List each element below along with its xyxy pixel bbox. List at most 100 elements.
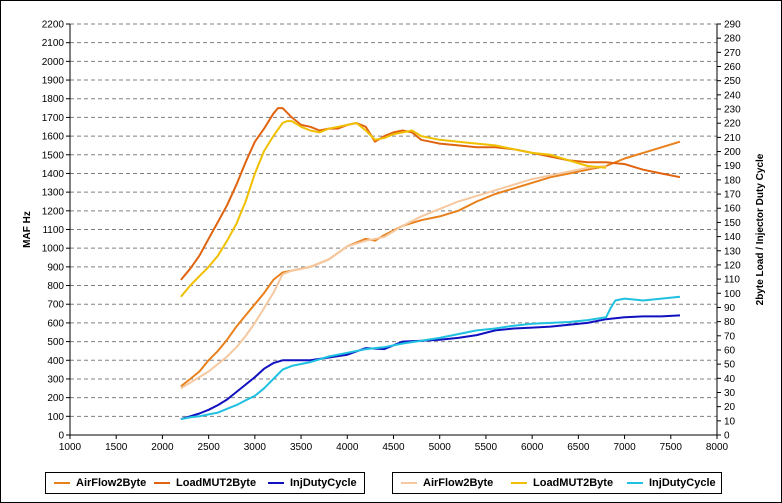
y2-tick-label: 80 [724,317,736,328]
y2-tick-label: 100 [724,289,741,300]
y2-tick-label: 70 [724,331,736,342]
y2-tick-label: 230 [724,105,741,116]
y2-tick-label: 190 [724,161,741,172]
y-tick-label: 700 [47,300,64,311]
x-tick-label: 5000 [429,442,452,453]
legend-swatch [401,482,417,484]
y2-tick-label: 30 [724,388,736,399]
y2-tick-label: 160 [724,204,741,215]
legend-item-loadmut2byte: LoadMUT2Byte [511,473,613,493]
legend-swatch [511,482,527,484]
y-tick-label: 1200 [42,206,65,217]
legend-right: AirFlow2Byte LoadMUT2Byte InjDutyCycle [392,472,722,494]
y2-tick-label: 180 [724,175,741,186]
x-tick-label: 4500 [382,442,405,453]
y-tick-label: 2000 [42,57,65,68]
legend-label: LoadMUT2Byte [176,477,257,489]
legend-swatch [54,482,70,484]
y-tick-label: 0 [58,431,64,442]
y2-tick-label: 10 [724,416,736,427]
y2-tick-label: 140 [724,232,741,243]
y-tick-label: 300 [47,374,64,385]
series-line-injdutycycle-1 [180,295,681,421]
legend-label: InjDutyCycle [649,477,716,489]
legend-label: AirFlow2Byte [423,477,494,489]
y2-tick-label: 170 [724,190,741,201]
y2-tick-label: 260 [724,62,741,73]
y2-tick-label: 90 [724,303,736,314]
y2-tick-label: 210 [724,133,741,144]
y2-tick-label: 20 [724,402,736,413]
y-tick-label: 1800 [42,94,65,105]
legend-item-injdutycycle: InjDutyCycle [268,473,357,493]
series-line-airflow2byte-0 [180,140,681,388]
y2-tick-label: 250 [724,76,741,87]
grid-lines [70,23,717,417]
legend-swatch [154,482,170,484]
y2-tick-label: 220 [724,119,741,130]
x-tick-label: 8000 [706,442,729,453]
series-lines [180,107,681,421]
legend-swatch [268,482,284,484]
y-tick-label: 100 [47,412,64,423]
x-tick-label: 2000 [151,442,174,453]
series-line-airflow2byte-1 [180,165,607,390]
y-tick-label: 1600 [42,132,65,143]
y-tick-label: 2100 [42,38,65,49]
y-tick-label: 900 [47,262,64,273]
y-tick-label: 1500 [42,150,65,161]
legend-item-airflow2byte: AirFlow2Byte [54,473,146,493]
y2-tick-label: 280 [724,34,741,45]
x-tick-label: 1500 [105,442,128,453]
y2-tick-label: 270 [724,48,741,59]
x-tick-label: 3500 [290,442,313,453]
y2-tick-label: 50 [724,360,736,371]
legend-item-airflow2byte: AirFlow2Byte [401,473,493,493]
y-tick-label: 800 [47,281,64,292]
legend-item-injdutycycle: InjDutyCycle [627,473,716,493]
x-tick-label: 5500 [475,442,498,453]
series-line-loadmut2byte-0 [180,107,681,281]
x-tick-label: 1000 [59,442,82,453]
y2-tick-label: 130 [724,246,741,257]
y-tick-label: 1100 [42,225,64,236]
y-tick-label: 1700 [42,113,65,124]
y2-tick-label: 0 [724,431,730,442]
axes [66,23,721,439]
x-tick-label: 3000 [244,442,267,453]
legend-label: InjDutyCycle [290,477,357,489]
y2-tick-label: 150 [724,218,741,229]
y-tick-label: 400 [47,356,64,367]
x-tick-label: 2500 [198,442,221,453]
y-tick-label: 1400 [42,169,65,180]
x-tick-label: 6000 [521,442,544,453]
y-tick-label: 1300 [42,188,65,199]
y2-tick-label: 110 [724,275,740,286]
legend-left: AirFlow2Byte LoadMUT2Byte InjDutyCycle [45,472,365,494]
y-tick-label: 1900 [42,76,65,87]
y-tick-label: 2200 [42,20,65,31]
y-axis-title: MAF Hz [22,211,33,248]
y2-tick-label: 40 [724,374,736,385]
y2-tick-label: 290 [724,20,741,31]
y2-tick-label: 60 [724,345,736,356]
series-line-loadmut2byte-1 [180,120,607,298]
y2-tick-label: 120 [724,260,741,271]
legend-swatch [627,482,643,484]
y2-tick-label: 240 [724,90,741,101]
series-line-injdutycycle-0 [180,314,681,421]
legend-label: LoadMUT2Byte [533,477,614,489]
y-tick-label: 1000 [42,244,65,255]
y-tick-label: 500 [47,337,64,348]
legend-item-loadmut2byte: LoadMUT2Byte [154,473,256,493]
x-tick-label: 7500 [660,442,683,453]
y2-tick-label: 200 [724,147,741,158]
legend-label: AirFlow2Byte [76,477,147,489]
tick-labels: 0100200300400500600700800900100011001200… [42,20,741,454]
x-tick-label: 7000 [613,442,636,453]
x-tick-label: 6500 [567,442,590,453]
y2-axis-title: 2byte Load / Injector Duty Cycle [755,153,766,305]
y-tick-label: 600 [47,318,64,329]
